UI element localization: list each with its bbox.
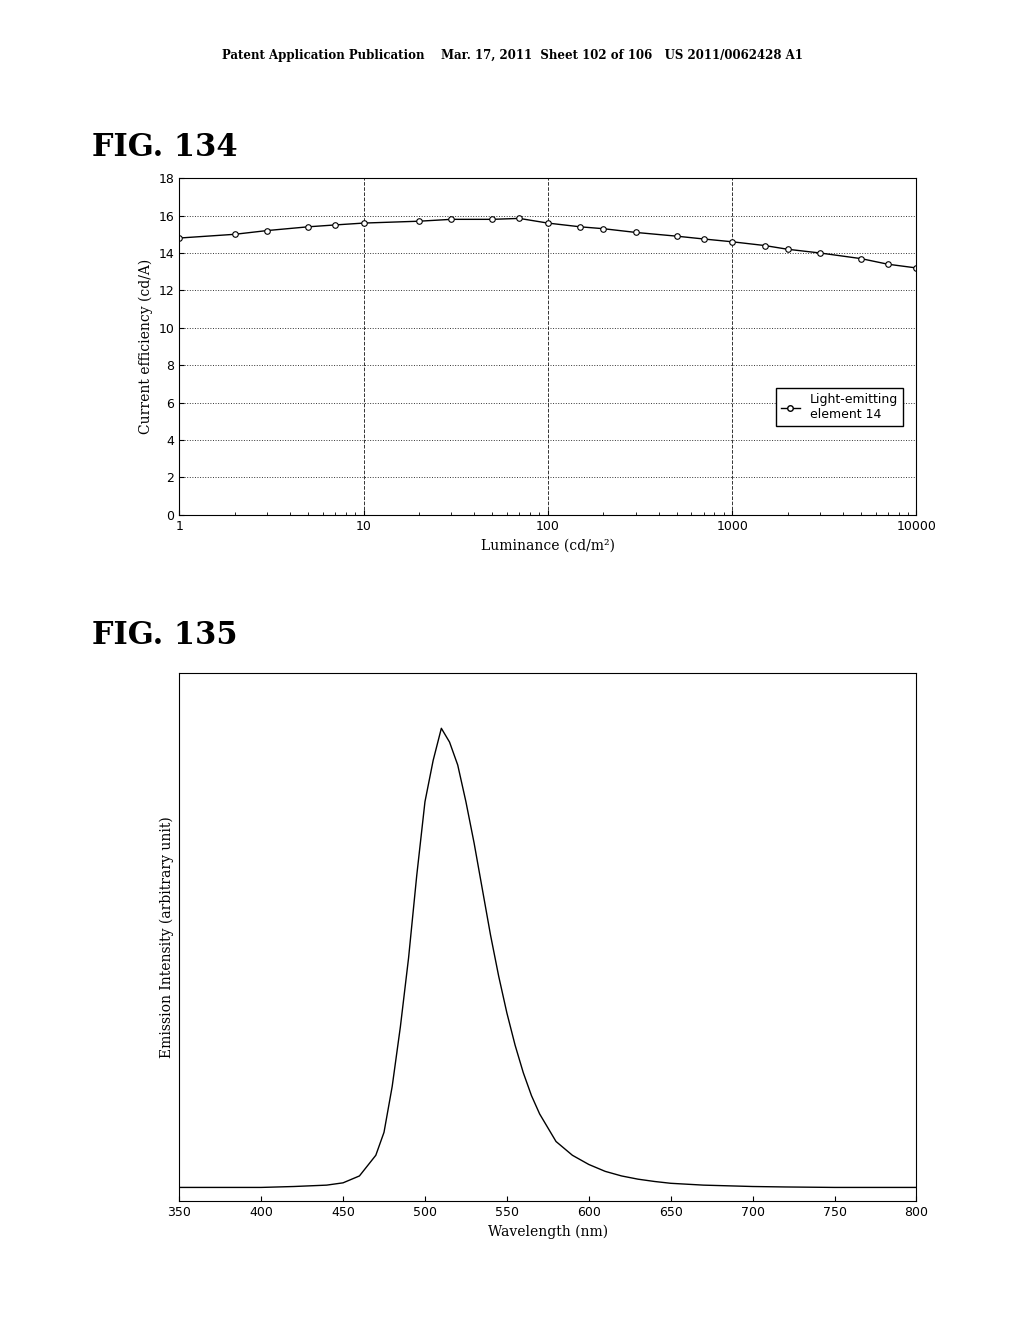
X-axis label: Wavelength (nm): Wavelength (nm) [487, 1225, 608, 1239]
Text: FIG. 134: FIG. 134 [92, 132, 238, 162]
X-axis label: Luminance (cd/m²): Luminance (cd/m²) [481, 539, 614, 552]
Text: FIG. 135: FIG. 135 [92, 620, 238, 651]
Y-axis label: Current efficiency (cd/A): Current efficiency (cd/A) [138, 259, 153, 434]
Legend: Light-emitting
element 14: Light-emitting element 14 [776, 388, 903, 426]
Text: Patent Application Publication    Mar. 17, 2011  Sheet 102 of 106   US 2011/0062: Patent Application Publication Mar. 17, … [221, 49, 803, 62]
Y-axis label: Emission Intensity (arbitrary unit): Emission Intensity (arbitrary unit) [160, 816, 174, 1059]
